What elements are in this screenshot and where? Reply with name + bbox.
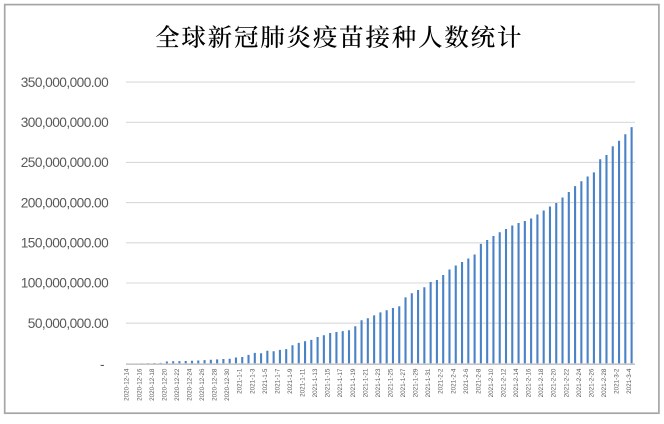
svg-text:2021-1-13: 2021-1-13 — [312, 368, 319, 397]
svg-text:-: - — [100, 357, 105, 372]
svg-text:2020-12-14: 2020-12-14 — [124, 368, 131, 401]
svg-text:2021-2-20: 2021-2-20 — [551, 368, 558, 397]
svg-text:350,000,000.00: 350,000,000.00 — [21, 75, 109, 90]
svg-text:2021-2-24: 2021-2-24 — [576, 368, 583, 397]
svg-text:150,000,000.00: 150,000,000.00 — [21, 236, 109, 251]
svg-text:2021-2-22: 2021-2-22 — [563, 368, 570, 397]
svg-text:2021-1-17: 2021-1-17 — [337, 368, 344, 397]
svg-text:2021-2-2: 2021-2-2 — [438, 368, 445, 394]
svg-text:2021-2-28: 2021-2-28 — [601, 368, 608, 397]
svg-text:200,000,000.00: 200,000,000.00 — [21, 195, 109, 210]
svg-text:2021-1-31: 2021-1-31 — [425, 368, 432, 397]
svg-text:2021-1-1: 2021-1-1 — [237, 368, 244, 394]
svg-text:2020-12-24: 2020-12-24 — [187, 368, 194, 401]
svg-text:2020-12-28: 2020-12-28 — [212, 368, 219, 401]
svg-text:2020-12-30: 2020-12-30 — [224, 368, 231, 401]
svg-text:2021-2-14: 2021-2-14 — [513, 368, 520, 397]
svg-text:100,000,000.00: 100,000,000.00 — [21, 276, 109, 291]
svg-text:2021-2-16: 2021-2-16 — [526, 368, 533, 397]
svg-text:2021-1-15: 2021-1-15 — [325, 368, 332, 397]
svg-text:2021-2-10: 2021-2-10 — [488, 368, 495, 397]
svg-text:300,000,000.00: 300,000,000.00 — [21, 115, 109, 130]
svg-text:2020-12-20: 2020-12-20 — [161, 368, 168, 401]
svg-text:2021-1-3: 2021-1-3 — [249, 368, 256, 394]
svg-text:2021-1-27: 2021-1-27 — [400, 368, 407, 397]
svg-text:2020-12-18: 2020-12-18 — [149, 368, 156, 401]
svg-text:2021-1-21: 2021-1-21 — [362, 368, 369, 397]
svg-text:2020-12-16: 2020-12-16 — [136, 368, 143, 401]
svg-text:2021-1-7: 2021-1-7 — [274, 368, 281, 394]
svg-text:2021-2-26: 2021-2-26 — [588, 368, 595, 397]
svg-text:2021-1-29: 2021-1-29 — [413, 368, 420, 397]
svg-text:2021-2-18: 2021-2-18 — [538, 368, 545, 397]
svg-text:2021-2-4: 2021-2-4 — [450, 368, 457, 394]
svg-text:2021-1-23: 2021-1-23 — [375, 368, 382, 397]
svg-text:2021-3-2: 2021-3-2 — [614, 368, 621, 394]
svg-text:2021-1-9: 2021-1-9 — [287, 368, 294, 394]
svg-text:2021-2-12: 2021-2-12 — [501, 368, 508, 397]
svg-text:2021-2-8: 2021-2-8 — [475, 368, 482, 394]
svg-text:250,000,000.00: 250,000,000.00 — [21, 155, 109, 170]
svg-text:2021-1-11: 2021-1-11 — [300, 368, 307, 397]
svg-text:2020-12-22: 2020-12-22 — [174, 368, 181, 401]
svg-text:2021-2-6: 2021-2-6 — [463, 368, 470, 394]
svg-text:2021-1-5: 2021-1-5 — [262, 368, 269, 394]
svg-text:2021-1-25: 2021-1-25 — [387, 368, 394, 397]
svg-text:2021-1-19: 2021-1-19 — [350, 368, 357, 397]
svg-text:2020-12-26: 2020-12-26 — [199, 368, 206, 401]
svg-text:2021-3-4: 2021-3-4 — [626, 368, 633, 394]
svg-text:50,000,000.00: 50,000,000.00 — [28, 316, 109, 331]
